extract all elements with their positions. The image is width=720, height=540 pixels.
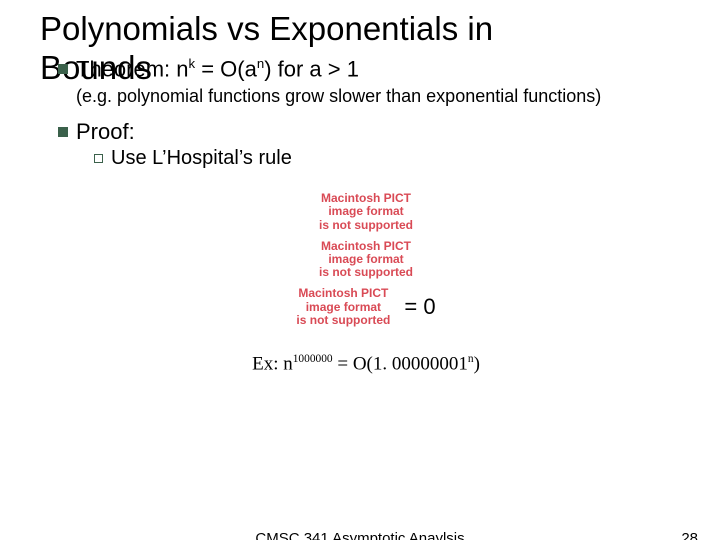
example-mid: = O(1. 00000001	[333, 353, 468, 374]
pict-placeholder: Macintosh PICT image format is not suppo…	[319, 192, 413, 232]
pict-placeholder-stack: Macintosh PICT image format is not suppo…	[40, 188, 692, 331]
theorem-line: Theorem: nk = O(an) for a > 1	[40, 56, 692, 82]
equals-zero: = 0	[404, 294, 435, 320]
pict-eq-row: Macintosh PICT image format is not suppo…	[40, 283, 692, 331]
example-exp1: 1000000	[293, 353, 333, 365]
bullet-icon	[58, 127, 68, 137]
example-line: Ex: n1000000 = O(1. 00000001n)	[40, 353, 692, 375]
footer-page-number: 28	[681, 530, 698, 540]
title-line-1: Polynomials vs Exponentials in	[40, 10, 493, 47]
bullet-icon	[58, 64, 68, 74]
theorem-mid: = O(a	[195, 56, 257, 81]
theorem-post: ) for a > 1	[264, 56, 359, 81]
theorem-label: Theorem:	[76, 56, 170, 81]
example-post: )	[474, 353, 480, 374]
slide: Polynomials vs Exponentials in Bounds Th…	[0, 0, 720, 540]
footer-center: CMSC 341 Asymptotic Anaylsis	[255, 530, 464, 540]
eg-line: (e.g. polynomial functions grow slower t…	[40, 86, 692, 107]
proof-sub-line: Use L’Hospital’s rule	[40, 147, 692, 170]
subbullet-icon	[94, 154, 103, 163]
proof-line: Proof:	[40, 119, 692, 145]
proof-label: Proof:	[76, 119, 135, 144]
pict-placeholder: Macintosh PICT image format is not suppo…	[296, 287, 390, 327]
theorem-pre: n	[170, 56, 188, 81]
pict-placeholder: Macintosh PICT image format is not suppo…	[319, 240, 413, 280]
example-pre: Ex: n	[252, 353, 293, 374]
proof-sub: Use L’Hospital’s rule	[111, 147, 292, 169]
